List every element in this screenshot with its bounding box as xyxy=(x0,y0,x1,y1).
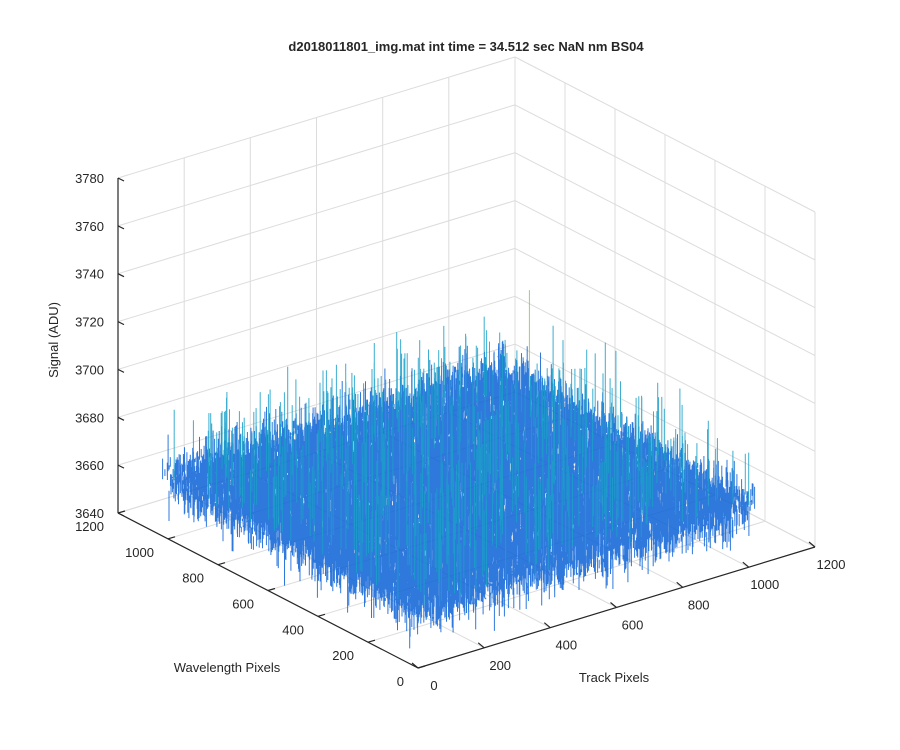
surface-strokes xyxy=(173,316,750,607)
grid-line-side-z xyxy=(514,200,816,357)
z-tick-mark xyxy=(117,321,125,326)
y-tick-label: 1000 xyxy=(125,545,154,560)
chart-title: d2018011801_img.mat int time = 34.512 se… xyxy=(288,39,644,54)
x-tick-mark xyxy=(477,642,485,649)
y-tick-mark xyxy=(267,587,276,592)
grid-line-back-z xyxy=(117,152,516,275)
z-tick-mark xyxy=(117,225,125,230)
grid-line-side-z xyxy=(514,343,816,500)
grid-line-side-z xyxy=(514,247,816,404)
surface-mesh xyxy=(162,290,756,649)
y-tick-mark xyxy=(417,665,426,669)
z-tick-label: 3740 xyxy=(75,267,104,282)
x-tick-label: 0 xyxy=(430,678,437,693)
z-tick-label: 3780 xyxy=(75,171,104,186)
x-tick-mark xyxy=(808,541,816,548)
z-tick-mark xyxy=(117,177,125,182)
x-tick-label: 1200 xyxy=(817,557,846,572)
grid-line-back-z xyxy=(117,295,516,418)
tick-labels: 0 200 400 600 800 1000 1200 0 200 400 600 800 1000 12… xyxy=(75,171,845,693)
y-tick-label: 200 xyxy=(332,648,354,663)
x-tick-mark xyxy=(676,581,684,588)
x-tick-mark xyxy=(742,561,750,568)
grid-line-side-z xyxy=(514,104,816,261)
x-tick-mark xyxy=(543,622,551,629)
z-tick-mark xyxy=(117,368,125,373)
y-tick-mark xyxy=(167,536,176,540)
grid-line-back-z xyxy=(117,104,516,227)
x-tick-mark xyxy=(610,602,617,608)
axes xyxy=(117,177,816,669)
x-tick-label: 1000 xyxy=(750,577,779,592)
grid-line-side-z xyxy=(514,56,816,213)
z-tick-label: 3700 xyxy=(75,362,104,377)
z-tick-label: 3680 xyxy=(75,410,104,425)
z-tick-mark xyxy=(117,512,125,517)
z-tick-label: 3720 xyxy=(75,315,104,330)
x-tick-label: 400 xyxy=(555,638,577,653)
x-tick-mark xyxy=(411,662,419,669)
y-tick-label: 400 xyxy=(282,622,304,637)
z-tick-mark xyxy=(117,273,125,278)
y-tick-label: 600 xyxy=(232,597,254,612)
x-axis-label: Track Pixels xyxy=(579,670,650,685)
z-tick-mark xyxy=(117,464,125,469)
z-axis-label: Signal (ADU) xyxy=(46,302,61,378)
grid-line-back-z xyxy=(117,247,516,370)
z-tick-label: 3660 xyxy=(75,458,104,473)
z-tick-label: 3640 xyxy=(75,506,104,521)
y-tick-mark xyxy=(117,510,126,514)
grid-line-back-z xyxy=(117,200,516,323)
y-tick-mark xyxy=(367,639,376,643)
y-tick-mark xyxy=(317,613,326,617)
y-tick-label: 1200 xyxy=(75,519,104,534)
y-axis-label: Wavelength Pixels xyxy=(174,660,281,675)
z-tick-label: 3760 xyxy=(75,219,104,234)
x-tick-label: 600 xyxy=(622,618,644,633)
grid-line-side-z xyxy=(514,152,816,309)
grid-line-back-z xyxy=(117,343,516,466)
x-tick-label: 800 xyxy=(688,597,710,612)
grid-line-back-z xyxy=(117,56,516,179)
grid-line-side-z xyxy=(514,295,816,452)
x-tick-label: 200 xyxy=(489,658,511,673)
y-tick-label: 0 xyxy=(397,674,404,689)
y-tick-mark xyxy=(217,562,226,566)
z-tick-mark xyxy=(117,416,125,421)
y-tick-label: 800 xyxy=(182,571,204,586)
